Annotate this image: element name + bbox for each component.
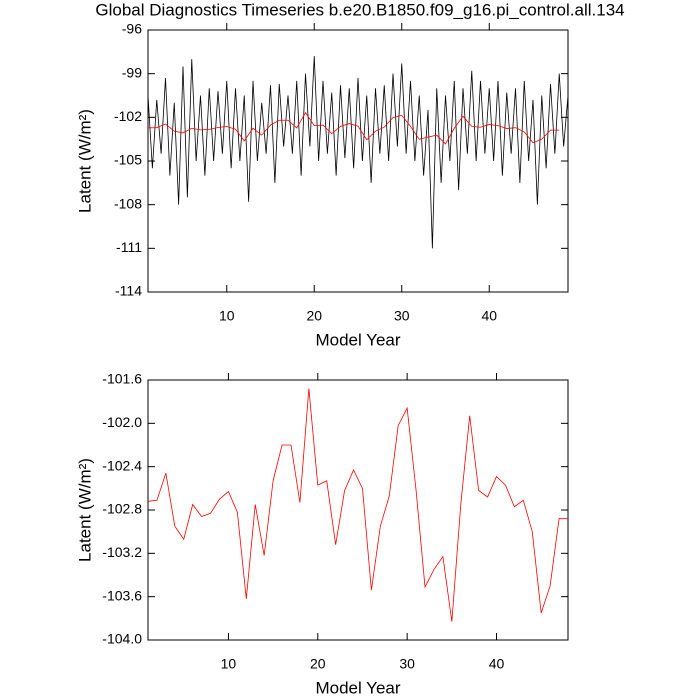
- y-tick-label: -102.4: [102, 457, 142, 473]
- y-tick-label: -108: [114, 195, 142, 211]
- y-axis-label: Latent (W/m²): [75, 458, 94, 562]
- y-tick-label: -103.6: [102, 587, 142, 603]
- x-tick-label: 30: [394, 308, 410, 324]
- y-tick-label: -103.2: [102, 544, 142, 560]
- y-tick-label: -102.0: [102, 414, 142, 430]
- plot-frame: [147, 29, 569, 293]
- x-tick-label: 30: [399, 656, 415, 672]
- x-axis-label: Model Year: [315, 678, 400, 697]
- x-tick-label: 40: [481, 308, 497, 324]
- y-tick-label: -111: [116, 239, 142, 255]
- series-line: [147, 388, 568, 622]
- y-tick-label: -96: [122, 21, 142, 37]
- x-tick-label: 20: [310, 656, 326, 672]
- x-tick-label: 10: [221, 656, 237, 672]
- x-tick-label: 40: [489, 656, 505, 672]
- y-tick-label: -104.0: [102, 631, 142, 647]
- y-tick-label: -99: [122, 64, 142, 80]
- y-tick-label: -114: [115, 283, 142, 299]
- plot-frame: [147, 379, 569, 641]
- chart-title: Global Diagnostics Timeseries b.e20.B185…: [95, 0, 624, 19]
- x-axis-label: Model Year: [315, 330, 400, 349]
- y-tick-label: -102.8: [102, 501, 142, 517]
- y-tick-label: -105: [114, 152, 142, 168]
- y-tick-label: -102: [114, 108, 142, 124]
- series-line: [147, 111, 560, 145]
- y-tick-label: -101.6: [102, 371, 142, 387]
- y-axis-label: Latent (W/m²): [75, 109, 94, 213]
- x-tick-label: 20: [306, 308, 322, 324]
- x-tick-label: 10: [219, 308, 235, 324]
- series-line: [147, 56, 569, 249]
